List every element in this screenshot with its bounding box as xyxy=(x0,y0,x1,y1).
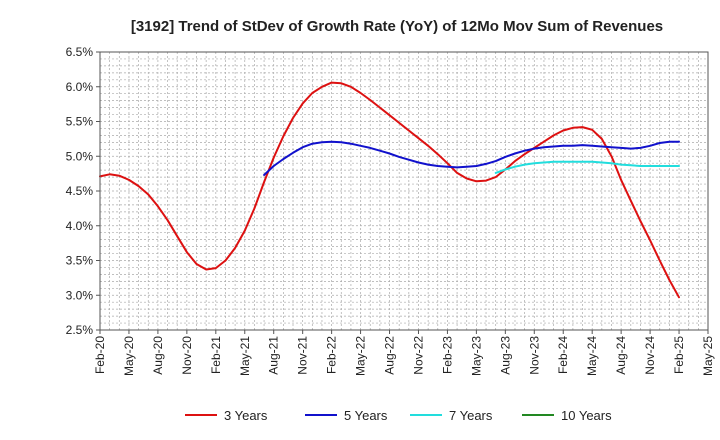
x-tick-label: May-24 xyxy=(585,336,599,376)
x-tick-label: Feb-25 xyxy=(672,336,686,374)
x-tick-label: Feb-21 xyxy=(209,336,223,374)
y-tick-label: 5.5% xyxy=(66,115,94,129)
x-tick-label: Feb-22 xyxy=(325,336,339,374)
y-axis-ticks: 2.5% 3.0% 3.5% 4.0% 4.5% 5.0% 5.5% 6.0% 6.5% xyxy=(66,45,100,337)
x-tick-label: Feb-20 xyxy=(93,336,107,374)
legend-label-5-years: 5 Years xyxy=(344,408,388,423)
x-tick-label: Nov-22 xyxy=(411,336,425,375)
y-tick-label: 4.5% xyxy=(66,184,94,198)
x-tick-label: May-22 xyxy=(354,336,368,376)
x-tick-label: Nov-23 xyxy=(527,336,541,375)
y-tick-label: 3.5% xyxy=(66,254,94,268)
y-tick-label: 6.0% xyxy=(66,80,94,94)
chart-title: [3192] Trend of StDev of Growth Rate (Yo… xyxy=(131,18,663,35)
y-tick-label: 3.0% xyxy=(66,288,94,302)
x-tick-label: Nov-24 xyxy=(643,336,657,375)
x-tick-label: Aug-21 xyxy=(267,336,281,375)
x-tick-label: Aug-23 xyxy=(498,336,512,375)
x-tick-label: May-20 xyxy=(122,336,136,376)
legend-label-10-years: 10 Years xyxy=(561,408,612,423)
x-tick-label: May-25 xyxy=(701,336,715,376)
legend-label-7-years: 7 Years xyxy=(449,408,493,423)
x-tick-label: Aug-22 xyxy=(383,336,397,375)
series-line-3-years xyxy=(99,81,680,299)
x-axis-ticks: Feb-20 May-20 Aug-20 Nov-20 Feb-21 May-21 Aug-… xyxy=(93,330,715,376)
y-tick-label: 6.5% xyxy=(66,45,94,59)
y-tick-label: 2.5% xyxy=(66,323,94,337)
x-tick-label: Nov-20 xyxy=(180,336,194,375)
series-line-7-years xyxy=(494,160,680,174)
legend-label-3-years: 3 Years xyxy=(224,408,268,423)
x-tick-label: Nov-21 xyxy=(296,336,310,375)
grid xyxy=(99,51,709,331)
y-tick-label: 5.0% xyxy=(66,149,94,163)
series-line-5-years xyxy=(263,140,680,176)
x-tick-label: Aug-24 xyxy=(614,336,628,375)
x-tick-label: Feb-24 xyxy=(556,336,570,374)
y-tick-label: 4.0% xyxy=(66,219,94,233)
legend: 3 Years 5 Years 7 Years 10 Years xyxy=(185,408,612,423)
x-tick-label: May-23 xyxy=(469,336,483,376)
x-tick-label: Feb-23 xyxy=(440,336,454,374)
series-lines xyxy=(99,81,680,299)
x-tick-label: May-21 xyxy=(238,336,252,376)
x-tick-label: Aug-20 xyxy=(151,336,165,375)
